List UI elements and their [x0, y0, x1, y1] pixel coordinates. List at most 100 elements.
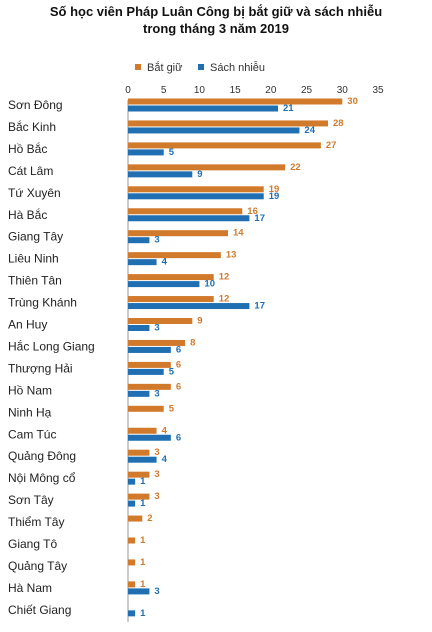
- bar-sach-nhieu-lieu-ninh: [128, 259, 157, 266]
- bar-sach-nhieu-thuong-hai: [128, 368, 164, 375]
- category-label-hac-long-giang: Hắc Long Giang: [8, 338, 95, 353]
- data-label-bat-giu-tu-xuyen: 19: [269, 184, 280, 195]
- bar-bat-giu-an-huy: [128, 318, 193, 324]
- bar-bat-giu-bac-kinh: [128, 120, 328, 127]
- x-tick-label: 15: [230, 85, 242, 96]
- bar-bat-giu-thuong-hai: [128, 361, 171, 368]
- legend-swatch-bat-giu: [135, 64, 141, 70]
- data-label-sach-nhieu-lieu-ninh: 4: [162, 257, 168, 268]
- data-label-bat-giu-cam-tuc: 4: [162, 425, 168, 436]
- category-label-quang-dong: Quảng Đông: [8, 449, 76, 463]
- bars: [128, 98, 343, 617]
- data-label-sach-nhieu-quang-dong: 4: [162, 454, 168, 465]
- category-label-thien-tan: Thiên Tân: [8, 274, 62, 288]
- bar-sach-nhieu-giang-tay: [128, 237, 150, 244]
- data-label-sach-nhieu-ho-bac: 5: [169, 147, 175, 158]
- bar-sach-nhieu-an-huy: [128, 325, 150, 331]
- category-label-chiet-giang: Chiết Giang: [8, 603, 71, 617]
- bar-sach-nhieu-tu-xuyen: [128, 193, 264, 200]
- category-label-cat-lam: Cát Lâm: [8, 164, 53, 178]
- bar-sach-nhieu-bac-kinh: [128, 127, 300, 134]
- bar-bat-giu-giang-tay: [128, 230, 228, 237]
- bar-sach-nhieu-ha-bac: [128, 215, 250, 222]
- category-label-son-tay: Sơn Tây: [8, 493, 54, 507]
- data-label-bat-giu-son-dong: 30: [347, 96, 358, 107]
- bar-bat-giu-quang-dong: [128, 449, 150, 456]
- data-label-bat-giu-hac-long-giang: 8: [190, 337, 195, 348]
- data-label-sach-nhieu-tu-xuyen: 19: [269, 191, 280, 202]
- data-label-sach-nhieu-chiet-giang: 1: [140, 608, 146, 619]
- data-label-sach-nhieu-noi-mong-co: 1: [140, 476, 146, 487]
- x-tick-label: 20: [265, 85, 277, 96]
- bar-bat-giu-hac-long-giang: [128, 339, 186, 346]
- bar-bat-giu-ho-bac: [128, 142, 321, 149]
- bar-sach-nhieu-son-tay: [128, 500, 136, 507]
- x-tick-label: 30: [337, 85, 349, 96]
- data-label-bat-giu-ho-nam: 6: [176, 381, 181, 392]
- bar-bat-giu-thiem-tay: [128, 515, 143, 522]
- category-labels: Sơn Đông Bắc Kinh Hồ Bắc Cát Lâm Tứ Xuyên Hà …: [8, 98, 95, 617]
- data-label-bat-giu-noi-mong-co: 3: [154, 469, 159, 480]
- data-label-bat-giu-trung-khanh: 12: [219, 294, 230, 305]
- data-label-bat-giu-quang-dong: 3: [154, 447, 159, 458]
- bar-sach-nhieu-thien-tan: [128, 281, 200, 288]
- category-label-giang-to: Giang Tô: [8, 537, 57, 551]
- bar-bat-giu-son-dong: [128, 98, 343, 105]
- chart-title-line1: Số học viên Pháp Luân Công bị bắt giữ và…: [50, 4, 382, 19]
- data-label-bat-giu-ho-bac: 27: [326, 140, 337, 151]
- bar-sach-nhieu-ho-nam: [128, 390, 150, 397]
- category-label-bac-kinh: Bắc Kinh: [8, 119, 56, 134]
- bar-bat-giu-giang-to: [128, 537, 136, 544]
- category-label-son-dong: Sơn Đông: [8, 98, 63, 112]
- data-label-sach-nhieu-an-huy: 3: [154, 323, 159, 334]
- data-label-sach-nhieu-cat-lam: 9: [197, 169, 202, 180]
- category-label-ha-nam: Hà Nam: [8, 581, 52, 595]
- data-label-bat-giu-an-huy: 9: [197, 316, 202, 327]
- bar-bat-giu-ha-nam: [128, 581, 136, 588]
- legend-swatch-sach-nhieu: [198, 64, 204, 70]
- data-label-sach-nhieu-son-tay: 1: [140, 498, 146, 509]
- legend-label-sach-nhieu: Sách nhiễu: [210, 61, 265, 74]
- x-tick-label: 5: [161, 85, 167, 96]
- data-label-bat-giu-ha-bac: 16: [247, 206, 258, 217]
- data-labels: 3021282427522919191617143134121012179386…: [140, 96, 358, 619]
- x-tick-label: 0: [125, 85, 131, 96]
- data-label-sach-nhieu-thien-tan: 10: [204, 279, 215, 290]
- x-axis: 0 5 10 15 20 25 30 35: [125, 85, 384, 622]
- bar-bat-giu-tu-xuyen: [128, 186, 264, 193]
- category-label-ho-nam: Hồ Nam: [8, 383, 52, 397]
- bar-sach-nhieu-cat-lam: [128, 171, 193, 178]
- category-label-cam-tuc: Cam Túc: [8, 427, 56, 441]
- bar-bat-giu-noi-mong-co: [128, 471, 150, 478]
- legend: Bắt giữ Sách nhiễu: [135, 61, 265, 74]
- bar-sach-nhieu-hac-long-giang: [128, 346, 171, 353]
- data-label-bat-giu-giang-to: 1: [140, 535, 146, 546]
- data-label-sach-nhieu-ha-nam: 3: [154, 586, 159, 597]
- data-label-bat-giu-thuong-hai: 6: [176, 359, 181, 370]
- category-label-quang-tay: Quảng Tây: [8, 559, 67, 573]
- bar-bat-giu-quang-tay: [128, 559, 136, 566]
- category-label-ha-bac: Hà Bắc: [8, 207, 47, 222]
- category-label-lieu-ninh: Liêu Ninh: [8, 252, 59, 266]
- bar-sach-nhieu-quang-dong: [128, 456, 157, 463]
- data-label-bat-giu-ha-nam: 1: [140, 579, 146, 590]
- x-tick-label: 10: [194, 85, 206, 96]
- chart-title-line2: trong tháng 3 năm 2019: [143, 21, 289, 36]
- x-tick-label: 35: [372, 85, 384, 96]
- data-label-bat-giu-quang-tay: 1: [140, 557, 146, 568]
- data-label-sach-nhieu-hac-long-giang: 6: [176, 344, 181, 355]
- category-label-thuong-hai: Thượng Hải: [8, 361, 73, 375]
- data-label-sach-nhieu-cam-tuc: 6: [176, 432, 181, 443]
- data-label-sach-nhieu-thuong-hai: 5: [169, 366, 175, 377]
- data-label-sach-nhieu-son-dong: 21: [283, 103, 294, 114]
- data-label-sach-nhieu-bac-kinh: 24: [304, 125, 315, 136]
- data-label-bat-giu-bac-kinh: 28: [333, 118, 344, 129]
- category-label-an-huy: An Huy: [8, 318, 47, 332]
- bar-bat-giu-trung-khanh: [128, 296, 214, 303]
- bar-sach-nhieu-noi-mong-co: [128, 478, 136, 485]
- bar-bat-giu-ho-nam: [128, 383, 171, 390]
- legend-label-bat-giu: Bắt giữ: [147, 61, 183, 74]
- bar-sach-nhieu-ho-bac: [128, 149, 164, 156]
- category-label-ninh-ha: Ninh Hạ: [8, 405, 52, 419]
